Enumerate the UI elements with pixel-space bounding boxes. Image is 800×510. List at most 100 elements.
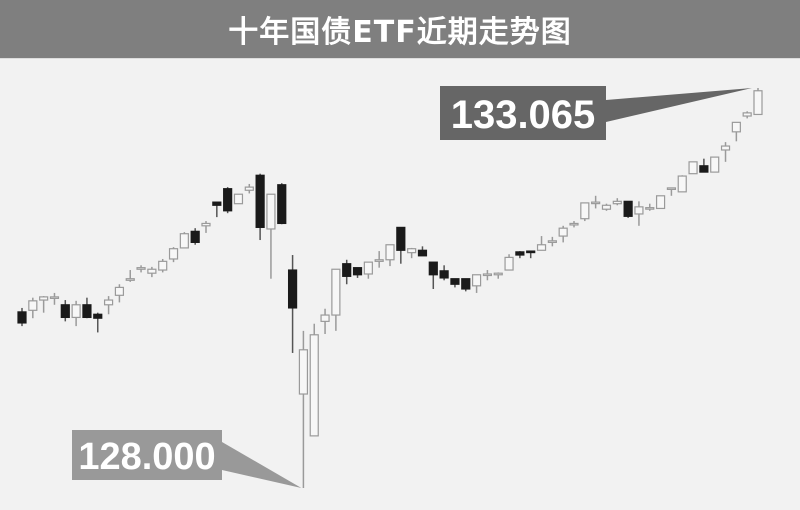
candle-body <box>699 165 709 173</box>
candle-11 <box>125 270 135 282</box>
chart-title: 十年国债ETF近期走势图 <box>228 15 572 50</box>
candle-body <box>677 175 687 193</box>
candle-9 <box>103 296 114 315</box>
candle-24 <box>266 193 276 279</box>
candle-2 <box>28 297 38 319</box>
candle-body <box>331 268 341 316</box>
candle-body <box>450 278 460 285</box>
candle-body <box>493 272 503 276</box>
min-callout-pointer <box>222 442 302 488</box>
candle-body <box>569 222 579 226</box>
candle-68 <box>742 111 752 119</box>
candle-body <box>731 121 741 133</box>
candle-14 <box>158 258 168 273</box>
candle-12 <box>136 265 146 273</box>
candle-body <box>136 267 146 270</box>
candle-body <box>601 204 612 210</box>
candle-51 <box>558 225 568 243</box>
candle-body <box>158 260 168 271</box>
candle-body <box>28 300 38 311</box>
candle-37 <box>407 247 417 259</box>
candle-body <box>114 286 125 296</box>
candle-body <box>536 244 547 251</box>
min-callout-box <box>72 430 222 480</box>
candle-body <box>179 233 189 249</box>
candle-43 <box>471 274 482 293</box>
candle-body <box>71 304 81 319</box>
candle-body <box>298 349 309 395</box>
candle-54 <box>591 195 601 209</box>
candle-body <box>580 202 590 220</box>
candle-body <box>428 261 438 276</box>
candle-5 <box>60 300 70 322</box>
candle-26 <box>287 255 298 353</box>
candle-60 <box>655 195 666 210</box>
max-callout-label: 133.065 <box>451 93 596 137</box>
candle-50 <box>547 236 557 247</box>
candle-16 <box>179 232 189 249</box>
candle-body <box>352 267 363 276</box>
candle-body <box>634 206 644 215</box>
candle-38 <box>417 246 428 257</box>
min-callout: 128.000 <box>72 430 302 488</box>
candle-body <box>547 240 557 243</box>
candle-23 <box>255 173 265 241</box>
candle-body <box>623 200 633 217</box>
candle-65 <box>710 156 720 173</box>
candle-15 <box>168 247 179 263</box>
candle-body <box>385 244 395 261</box>
candle-body <box>742 112 752 117</box>
candle-body <box>266 193 276 230</box>
candle-35 <box>385 244 395 267</box>
candle-40 <box>439 265 449 281</box>
candle-body <box>753 90 763 116</box>
candle-body <box>309 334 319 437</box>
candle-36 <box>396 226 406 264</box>
candle-body <box>93 313 103 319</box>
candle-body <box>190 230 200 243</box>
candle-28 <box>309 323 319 437</box>
max-callout-box <box>440 86 606 140</box>
candle-body <box>439 270 449 279</box>
candle-body <box>612 200 622 205</box>
candle-30 <box>331 268 341 331</box>
candle-17 <box>190 228 200 245</box>
candle-66 <box>720 142 731 162</box>
candle-3 <box>39 296 49 313</box>
candle-body <box>666 187 677 191</box>
candle-46 <box>504 254 514 271</box>
candle-body <box>558 227 568 237</box>
candles <box>17 88 763 488</box>
candle-25 <box>277 183 287 225</box>
candle-21 <box>233 193 244 205</box>
candle-body <box>526 250 536 254</box>
candle-body <box>60 304 70 319</box>
candle-body <box>287 269 298 309</box>
candle-body <box>233 193 244 205</box>
candle-18 <box>201 221 211 233</box>
candle-67 <box>731 121 741 142</box>
candle-56 <box>612 198 622 206</box>
candle-body <box>363 261 373 275</box>
candle-19 <box>212 201 222 218</box>
candle-body <box>244 186 254 191</box>
candle-22 <box>244 183 254 194</box>
candle-52 <box>569 221 579 228</box>
candle-58 <box>634 201 644 226</box>
candle-10 <box>114 284 125 303</box>
candle-body <box>374 259 384 262</box>
candle-69 <box>753 88 763 116</box>
candle-body <box>461 278 471 290</box>
candle-13 <box>147 266 157 278</box>
candle-27 <box>298 330 309 488</box>
candle-39 <box>428 261 438 289</box>
candle-body <box>655 195 666 210</box>
candle-34 <box>374 251 384 268</box>
candle-32 <box>352 267 363 278</box>
candle-body <box>482 273 493 277</box>
candle-53 <box>580 202 590 222</box>
candle-63 <box>688 161 698 175</box>
candle-64 <box>699 158 709 173</box>
candle-body <box>342 263 352 277</box>
candle-body <box>720 145 731 151</box>
